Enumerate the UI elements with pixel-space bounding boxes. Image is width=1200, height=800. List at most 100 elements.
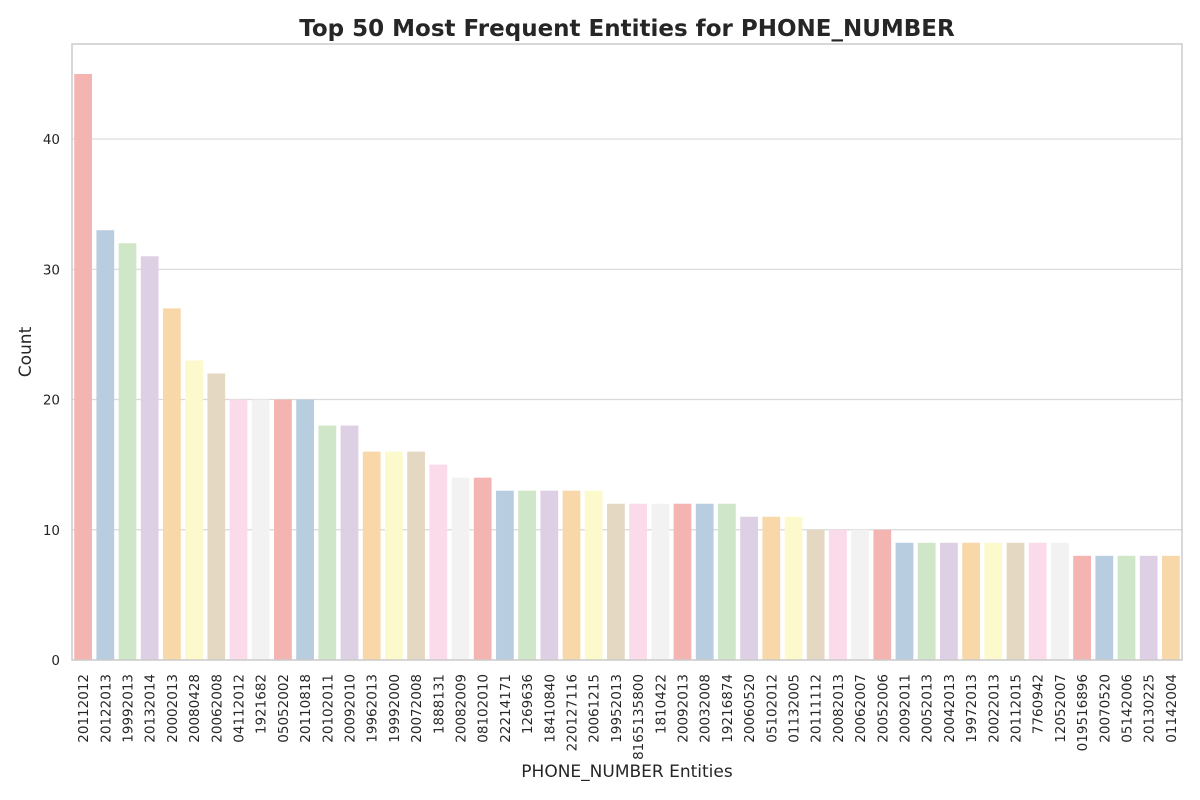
bar-20032008	[695, 503, 714, 660]
bar-7760942	[1028, 542, 1047, 660]
x-tick-label: 1810422	[653, 674, 669, 734]
bar-20092011	[895, 542, 914, 660]
x-axis-label: PHONE_NUMBER Entities	[521, 762, 733, 782]
x-tick-label: 20070520	[1097, 674, 1113, 743]
x-tick-label: 19952013	[609, 674, 625, 743]
bar-1921682	[251, 399, 270, 660]
bar-20062007	[851, 529, 869, 660]
bars	[74, 73, 1180, 661]
x-tick-label: 12052007	[1053, 674, 1069, 743]
bar-01142004	[1162, 555, 1180, 660]
x-tick-label: 19962013	[365, 674, 381, 743]
bar-04112012	[229, 399, 248, 660]
bar-20111112	[806, 529, 825, 660]
x-tick-label: 20052006	[875, 674, 891, 743]
bar-20130225	[1139, 555, 1158, 660]
y-tick-labels: 0 10 20 30 40	[43, 132, 60, 669]
x-tick-label: 20102011	[320, 674, 336, 743]
x-tick-label: 1921682	[254, 674, 270, 734]
x-tick-label: 20092013	[676, 674, 692, 743]
bar-01132005	[784, 516, 803, 660]
bar-05052002	[274, 399, 292, 660]
x-tick-label: 20072008	[409, 674, 425, 743]
x-tick-label: 20110818	[298, 674, 314, 743]
x-tick-label: 1888131	[431, 674, 447, 734]
x-tick-label: 20032008	[698, 674, 714, 743]
bar-20052013	[917, 542, 936, 660]
x-tick-label: 20122013	[98, 674, 114, 743]
bar-8165135800	[629, 503, 647, 660]
y-tick-label: 0	[51, 653, 60, 669]
x-tick-labels: 20112012 20122013 19992013 20132014 20002013…	[76, 674, 1180, 760]
bar-20082013	[829, 529, 847, 660]
x-tick-label: 08102010	[476, 674, 492, 743]
x-tick-label: 220127116	[565, 674, 581, 751]
x-tick-label: 20130225	[1142, 674, 1158, 743]
x-tick-label: 20082013	[831, 674, 847, 743]
x-tick-label: 20080428	[187, 674, 203, 743]
bar-20080428	[185, 360, 203, 660]
bar-20082009	[451, 477, 470, 660]
bar-20102011	[318, 425, 337, 660]
bar-12052007	[1051, 542, 1069, 660]
x-tick-label: 7760942	[1031, 674, 1047, 734]
bar-19216874	[718, 503, 736, 660]
bar-20060520	[740, 516, 758, 660]
x-tick-label: 20062008	[209, 674, 225, 743]
bar-08102010	[473, 477, 492, 660]
bar-18410840	[540, 490, 559, 660]
bar-20052006	[873, 529, 892, 660]
bar-20112012	[74, 73, 92, 660]
x-tick-label: 18410840	[542, 674, 558, 743]
x-tick-label: 20060520	[742, 674, 758, 743]
x-tick-label: 05142006	[1120, 674, 1136, 743]
x-tick-label: 20112012	[76, 674, 92, 743]
bar-1810422	[651, 503, 670, 660]
bar-20061215	[584, 490, 603, 660]
x-tick-label: 20042013	[942, 674, 958, 743]
x-tick-label: 19992000	[387, 674, 403, 743]
x-tick-label: 05052002	[276, 674, 292, 743]
bar-19972013	[962, 542, 980, 660]
chart-title: Top 50 Most Frequent Entities for PHONE_…	[299, 16, 955, 42]
x-tick-label: 22214171	[498, 674, 514, 743]
bar-20132014	[140, 256, 159, 660]
x-tick-label: 20082009	[454, 674, 470, 743]
x-tick-label: 01132005	[787, 674, 803, 743]
x-tick-label: 20092010	[343, 674, 359, 743]
bar-19992013	[118, 243, 137, 661]
x-tick-label: 19972013	[964, 674, 980, 743]
bar-1269636	[518, 490, 536, 660]
bar-20022013	[984, 542, 1003, 660]
bar-019516896	[1073, 555, 1091, 660]
x-tick-label: 1269636	[520, 674, 536, 734]
bar-20092010	[340, 425, 359, 660]
bar-20070520	[1095, 555, 1114, 660]
bar-20042013	[940, 542, 958, 660]
x-tick-label: 20132014	[143, 674, 159, 743]
x-tick-label: 04112012	[232, 674, 248, 743]
bar-20072008	[407, 451, 425, 660]
x-tick-label: 20061215	[587, 674, 603, 743]
bar-19992000	[385, 451, 403, 660]
bar-220127116	[562, 490, 581, 660]
bar-22214171	[496, 490, 514, 660]
bar-05102012	[762, 516, 781, 660]
x-tick-label: 8165135800	[631, 674, 647, 760]
bar-19952013	[607, 503, 625, 660]
x-tick-label: 20111112	[809, 674, 825, 743]
bar-20002013	[163, 308, 181, 660]
bar-05142006	[1117, 555, 1136, 660]
bar-19962013	[362, 451, 381, 660]
x-tick-label: 19992013	[121, 674, 137, 743]
bar-1888131	[429, 464, 448, 660]
x-tick-label: 20112015	[1009, 674, 1025, 743]
x-tick-label: 20092011	[898, 674, 914, 743]
x-tick-label: 19216874	[720, 674, 736, 743]
bar-20062008	[207, 373, 226, 660]
x-tick-label: 05102012	[764, 674, 780, 743]
bar-20112015	[1006, 542, 1025, 660]
y-axis-label: Count	[16, 326, 36, 377]
x-tick-label: 019516896	[1075, 674, 1091, 751]
